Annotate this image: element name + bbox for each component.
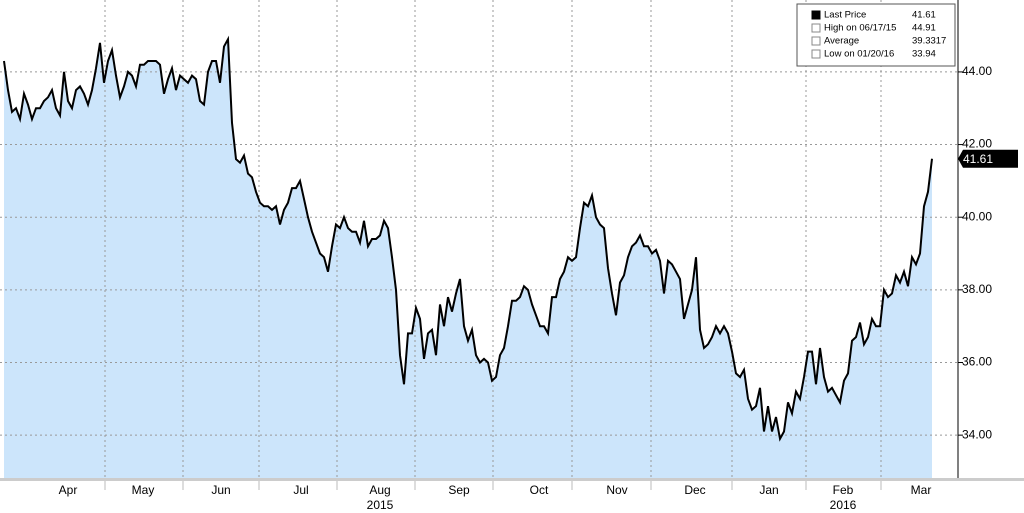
- legend-label: Average: [824, 36, 859, 47]
- y-tick-label: 38.00: [962, 282, 992, 296]
- year-label: 2015: [367, 498, 394, 512]
- x-tick-label: Nov: [606, 483, 627, 497]
- x-tick-label: Mar: [911, 483, 932, 497]
- y-tick-label: 40.00: [962, 209, 992, 223]
- y-tick-label: 36.00: [962, 355, 992, 369]
- last-price-label: 41.61: [963, 152, 993, 166]
- legend-swatch: [811, 23, 821, 33]
- x-tick-label: Dec: [684, 483, 705, 497]
- price-line: [3, 35, 933, 442]
- legend-swatch: [811, 10, 821, 20]
- legend-label: Last Price: [824, 10, 866, 21]
- legend-label: High on 06/17/15: [824, 23, 896, 34]
- legend-value: 44.91: [912, 23, 936, 34]
- legend-value: 33.94: [912, 49, 936, 60]
- year-label: 2016: [830, 498, 857, 512]
- x-tick-label: Jul: [293, 483, 308, 497]
- legend-label: Low on 01/20/16: [824, 49, 894, 60]
- y-tick-label: 34.00: [962, 427, 992, 441]
- x-tick-label: May: [132, 483, 155, 497]
- x-axis-band: [0, 478, 1024, 481]
- x-tick-label: Jun: [211, 483, 230, 497]
- x-tick-label: Apr: [59, 483, 78, 497]
- last-price-tag: [958, 149, 1018, 168]
- y-tick-label: 44.00: [962, 64, 992, 78]
- legend-swatch: [811, 36, 821, 46]
- x-tick-label: Feb: [833, 483, 854, 497]
- x-tick-label: Jan: [759, 483, 778, 497]
- area-fill: [4, 39, 932, 478]
- y-tick-label: 42.00: [962, 137, 992, 151]
- x-tick-label: Aug: [369, 483, 390, 497]
- x-tick-label: Sep: [448, 483, 470, 497]
- legend-value: 39.3317: [912, 36, 946, 47]
- legend-value: 41.61: [912, 10, 936, 21]
- legend-box: [796, 3, 956, 67]
- legend-swatch: [811, 49, 821, 59]
- x-tick-label: Oct: [530, 483, 549, 497]
